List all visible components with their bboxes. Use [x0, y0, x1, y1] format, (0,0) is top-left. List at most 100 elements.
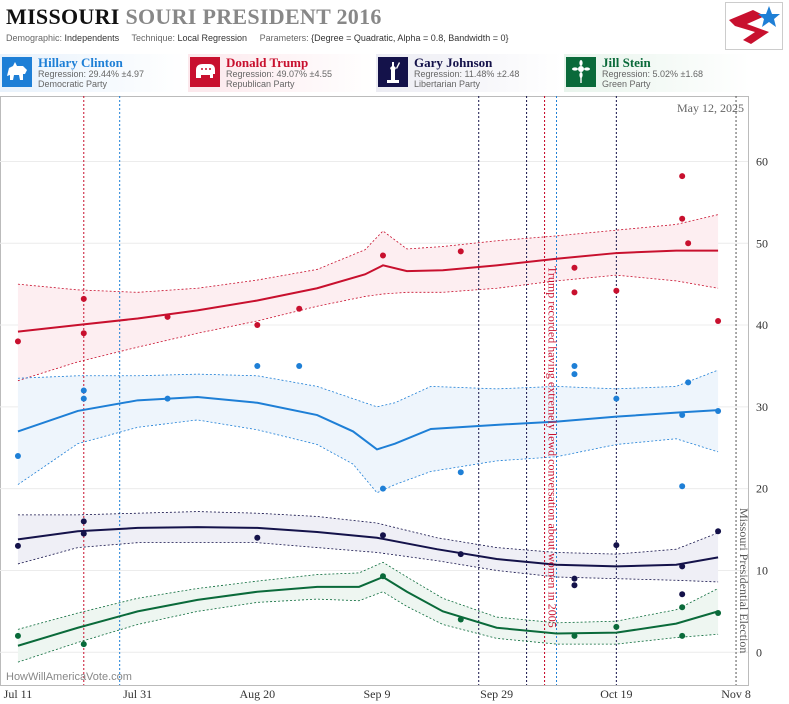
poll-point [571, 632, 578, 639]
poll-point [457, 616, 464, 623]
poll-point [254, 322, 261, 329]
poll-point [715, 528, 722, 535]
x-tick-label: Oct 19 [600, 687, 632, 701]
candidate-party: Green Party [602, 79, 651, 89]
y-tick-label: 30 [756, 400, 768, 414]
poll-point [80, 295, 87, 302]
confidence-band [17, 562, 719, 663]
y-tick-label: 10 [756, 563, 768, 577]
parameters-value: {Degree = Quadratic, Alpha = 0.8, Bandwi… [311, 33, 509, 43]
y-tick-label: 20 [756, 482, 768, 496]
poll-point [457, 469, 464, 476]
lower-bound-line [17, 419, 719, 494]
poll-point [379, 252, 386, 259]
poll-point [715, 317, 722, 324]
lower-bound-line [17, 542, 719, 583]
x-tick-label: Aug 20 [239, 687, 275, 701]
poll-point [571, 582, 578, 589]
plot-frame [0, 96, 749, 686]
poll-point [679, 412, 686, 419]
poll-point [613, 287, 620, 294]
star-flag-logo-icon [725, 2, 783, 50]
confidence-band [17, 214, 719, 381]
x-tick-label: Sep 9 [363, 687, 390, 701]
poll-point [379, 532, 386, 539]
title-state: MISSOURI [6, 4, 120, 29]
candidate-legend: Hillary Clinton Regression: 29.44% ±4.97… [0, 54, 789, 92]
poll-point [457, 551, 464, 558]
candidate-regression: Regression: 11.48% ±2.48 [414, 69, 520, 79]
poll-point [613, 395, 620, 402]
regression-line [17, 249, 719, 333]
poll-point [296, 362, 303, 369]
poll-point [571, 362, 578, 369]
poll-point [379, 573, 386, 580]
poll-point [80, 518, 87, 525]
poll-point [613, 542, 620, 549]
demographic-label: Demographic: [6, 33, 63, 43]
poll-point [679, 215, 686, 222]
candidate-name: Gary Johnson [414, 55, 493, 70]
poll-point [379, 485, 386, 492]
upper-bound-line [17, 511, 719, 555]
candidate-name: Hillary Clinton [38, 55, 123, 70]
poll-point [715, 407, 722, 414]
y-tick-label: 40 [756, 318, 768, 332]
poll-point [571, 289, 578, 296]
poll-point [679, 632, 686, 639]
technique-value: Local Regression [177, 33, 248, 43]
x-tick-label: Jul 31 [123, 687, 152, 701]
lower-bound-line [17, 591, 719, 663]
poll-point [679, 563, 686, 570]
x-tick-label: Sep 29 [480, 687, 513, 701]
lower-bound-line [17, 274, 719, 382]
candidate-party: Democratic Party [38, 79, 108, 89]
poll-point [685, 379, 692, 386]
candidate-card-clinton: Hillary Clinton Regression: 29.44% ±4.97… [0, 54, 186, 92]
poll-point [679, 483, 686, 490]
poll-point [14, 632, 21, 639]
candidate-name: Donald Trump [226, 55, 309, 70]
candidate-regression: Regression: 29.44% ±4.97 [38, 69, 145, 79]
poll-point [715, 610, 722, 617]
poll-point [613, 623, 620, 630]
y-tick-label: 60 [756, 154, 768, 168]
poll-point [457, 248, 464, 255]
candidate-party: Libertarian Party [414, 79, 481, 89]
poll-point [80, 530, 87, 537]
poll-point [14, 338, 21, 345]
annotation-text: Missouri Presidential Election [737, 508, 751, 653]
parameters-label: Parameters: [259, 33, 309, 43]
demographic-value: Independents [64, 33, 120, 43]
poll-point [80, 387, 87, 394]
poll-point [14, 452, 21, 459]
poll-point [80, 395, 87, 402]
x-tick-label: Jul 11 [4, 687, 33, 701]
candidate-name: Jill Stein [602, 55, 651, 70]
sunflower-icon [566, 57, 596, 87]
poll-point [571, 575, 578, 582]
poll-point [571, 264, 578, 271]
poll-point [80, 330, 87, 337]
parameters-line: Demographic: Independents Technique: Loc… [6, 33, 509, 43]
candidate-party: Republican Party [226, 79, 295, 89]
liberty-statue-icon [378, 57, 408, 87]
upper-bound-line [17, 561, 719, 630]
poll-point [164, 395, 171, 402]
poll-point [679, 604, 686, 611]
title-race: SOURI PRESIDENT 2016 [125, 4, 382, 29]
y-tick-label: 0 [756, 645, 762, 659]
confidence-band [17, 370, 719, 493]
poll-point [254, 362, 261, 369]
regression-line [17, 526, 719, 568]
poll-point [164, 313, 171, 320]
poll-point [679, 591, 686, 598]
y-tick-label: 50 [756, 236, 768, 250]
regression-line [17, 396, 719, 451]
candidate-card-johnson: Gary Johnson Regression: 11.48% ±2.48 Li… [376, 54, 562, 92]
elephant-icon [190, 57, 220, 87]
candidate-card-stein: Jill Stein Regression: 5.02% ±1.68 Green… [564, 54, 750, 92]
poll-point [571, 371, 578, 378]
poll-point [679, 173, 686, 180]
